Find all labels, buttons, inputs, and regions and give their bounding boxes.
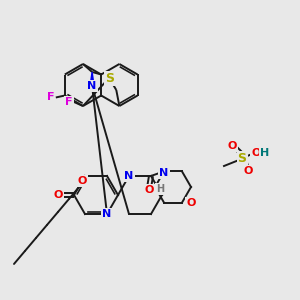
- Text: O: O: [144, 185, 154, 195]
- Text: N: N: [102, 209, 112, 219]
- Text: N: N: [124, 171, 134, 181]
- Text: H: H: [156, 184, 164, 194]
- Polygon shape: [90, 72, 94, 86]
- Text: N: N: [88, 81, 97, 91]
- Text: S: S: [238, 152, 247, 164]
- Text: O: O: [53, 190, 63, 200]
- Text: F: F: [65, 97, 73, 107]
- Text: H: H: [260, 148, 270, 158]
- Text: F: F: [47, 92, 55, 103]
- Text: O: O: [251, 148, 261, 158]
- Text: O: O: [186, 198, 196, 208]
- Text: N: N: [159, 168, 169, 178]
- Text: O: O: [77, 176, 87, 186]
- Text: O: O: [227, 141, 237, 151]
- Text: S: S: [105, 71, 114, 85]
- Text: O: O: [243, 166, 253, 176]
